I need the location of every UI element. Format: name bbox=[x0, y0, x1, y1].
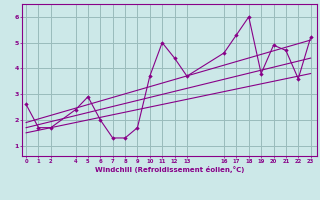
Point bbox=[259, 72, 264, 75]
Point bbox=[221, 51, 227, 55]
Point bbox=[246, 15, 251, 18]
Point bbox=[283, 49, 288, 52]
Point bbox=[73, 108, 78, 111]
Point bbox=[110, 136, 115, 140]
Point bbox=[271, 44, 276, 47]
Point bbox=[36, 126, 41, 129]
Point bbox=[184, 75, 189, 78]
Point bbox=[160, 41, 165, 44]
Point bbox=[135, 126, 140, 129]
Point bbox=[172, 57, 177, 60]
Point bbox=[24, 103, 29, 106]
Point bbox=[308, 36, 313, 39]
Point bbox=[48, 126, 53, 129]
Point bbox=[85, 95, 91, 98]
Point bbox=[296, 77, 301, 80]
X-axis label: Windchill (Refroidissement éolien,°C): Windchill (Refroidissement éolien,°C) bbox=[95, 166, 244, 173]
Point bbox=[123, 136, 128, 140]
Point bbox=[147, 75, 152, 78]
Point bbox=[98, 118, 103, 122]
Point bbox=[234, 33, 239, 37]
